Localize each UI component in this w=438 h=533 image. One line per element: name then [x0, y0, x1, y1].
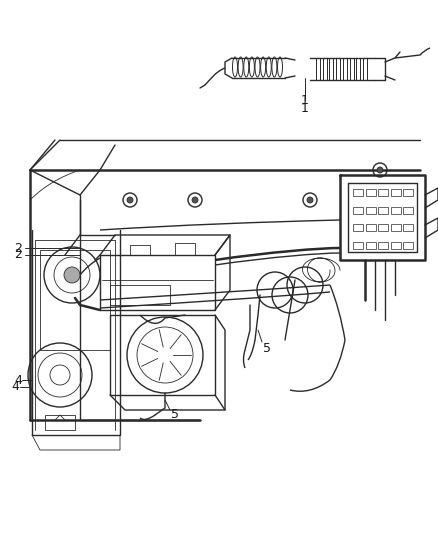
Bar [353, 242, 363, 249]
Bar [365, 242, 375, 249]
Bar [40, 250, 110, 350]
Bar [353, 207, 363, 214]
Text: 5: 5 [263, 342, 271, 354]
Bar [363, 58, 367, 80]
Bar [110, 285, 170, 305]
Circle shape [64, 267, 80, 283]
Bar [329, 58, 333, 80]
Bar [391, 242, 400, 249]
Text: 2: 2 [14, 241, 22, 254]
Bar [403, 207, 413, 214]
Bar [403, 224, 413, 231]
Circle shape [192, 197, 198, 203]
Text: 2: 2 [14, 248, 22, 262]
Text: 1: 1 [301, 93, 309, 107]
Bar [365, 189, 375, 196]
Text: 4: 4 [11, 381, 19, 393]
Bar [353, 224, 363, 231]
Circle shape [127, 197, 133, 203]
Bar [378, 224, 388, 231]
Circle shape [307, 197, 313, 203]
Text: 4: 4 [14, 374, 22, 386]
Bar [353, 189, 363, 196]
Bar [378, 242, 388, 249]
Bar [336, 58, 340, 80]
Bar [403, 242, 413, 249]
Bar [45, 415, 75, 430]
Circle shape [377, 167, 383, 173]
Text: 1: 1 [301, 101, 309, 115]
Bar [316, 58, 320, 80]
Bar [378, 207, 388, 214]
Bar [378, 189, 388, 196]
Bar [350, 58, 353, 80]
Text: 5: 5 [171, 408, 179, 422]
Bar [391, 224, 400, 231]
Bar [343, 58, 347, 80]
Bar [391, 189, 400, 196]
Bar [391, 207, 400, 214]
Bar [403, 189, 413, 196]
Bar [365, 207, 375, 214]
Bar [356, 58, 360, 80]
Bar [323, 58, 327, 80]
Bar [365, 224, 375, 231]
